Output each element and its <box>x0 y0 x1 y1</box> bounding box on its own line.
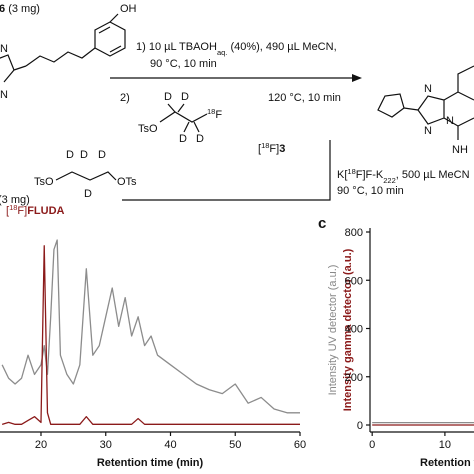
atom: TsO <box>34 176 54 188</box>
atom: N <box>0 89 8 101</box>
atom: OTs <box>117 176 137 188</box>
atom: D <box>196 133 204 145</box>
atom: D <box>98 149 106 161</box>
atom: D <box>179 133 187 145</box>
step-label: 2) <box>120 92 130 104</box>
condition-text: 120 °C, 10 min <box>268 92 341 104</box>
condition-text: 90 °C, 10 min <box>150 58 217 70</box>
isotope: 18 <box>261 141 269 150</box>
precursor-structure: 6 (3 mg) OH N N <box>0 3 137 101</box>
x-tick-label: 50 <box>229 439 241 451</box>
x-tick-label: 0 <box>369 439 375 451</box>
x-axis-title: Retention time (min) <box>420 457 474 469</box>
compound-label: 6 (3 mg) <box>0 3 40 15</box>
panel-label: c <box>318 215 326 232</box>
atom: N <box>424 83 432 95</box>
x-tick-label: 10 <box>439 439 451 451</box>
atom: D <box>80 149 88 161</box>
atom: D <box>181 91 189 103</box>
condition-text: 1) 10 µL TBAOHaq. (40%), 490 µL MeCN, <box>136 41 337 57</box>
bracket: [ <box>6 205 9 217</box>
synthon-structure: (3 mg) TsO D D D D OTs <box>0 149 137 206</box>
series-line <box>1 245 300 425</box>
product-structure: N N N NH <box>377 65 474 156</box>
atom: 18F <box>207 107 222 122</box>
y-tick-label: 800 <box>345 227 363 239</box>
condition-text: K[18F]F-K222, 500 µL MeCN <box>337 167 470 185</box>
x-tick-label: 40 <box>164 439 176 451</box>
x-axis-title: Retention time (min) <box>97 457 204 469</box>
compound-number: 6 <box>0 3 5 15</box>
atom: N <box>424 125 432 137</box>
atom: D <box>66 149 74 161</box>
isotope: 18 <box>9 203 17 212</box>
condition-subscript: aq. <box>217 48 227 57</box>
atom: D <box>84 188 92 200</box>
reaction-line <box>122 140 331 201</box>
compound-name: FLUDA <box>27 205 64 217</box>
y-tick-label: 0 <box>357 420 363 432</box>
compound-ref: [18F]3 <box>258 141 285 156</box>
y-tick-label: 600 <box>345 275 363 287</box>
condition-subscript: 222 <box>383 176 396 185</box>
atom: NH <box>452 144 468 156</box>
atom: N <box>446 115 454 127</box>
bracket: [ <box>258 143 261 155</box>
x-tick-label: 20 <box>35 439 47 451</box>
arrow-head <box>352 74 362 82</box>
y-tick-label: 200 <box>345 372 363 384</box>
y-axis-title: Intensity gamma detector (a.u.) <box>342 248 354 411</box>
y-axis-title: Intensity UV detector (a.u.) <box>327 265 339 396</box>
element: F <box>215 109 222 121</box>
isotope: 18 <box>207 107 215 116</box>
reagent-2: 2) TsO D D D D 18F [18F]3 120 °C, 10 min <box>120 91 341 155</box>
condition-part: , 500 µL MeCN <box>396 169 470 181</box>
condition-part: F]F-K <box>356 169 384 181</box>
peak-annotation: [18F]FLUDA <box>6 203 65 218</box>
compound-number: 3 <box>279 143 285 155</box>
element: F] <box>17 205 27 217</box>
compound-amount: (3 mg) <box>0 194 30 206</box>
x-tick-label: 30 <box>100 439 112 451</box>
atom: N <box>0 43 8 55</box>
compound-amount: (3 mg) <box>8 3 40 15</box>
x-tick-label: 60 <box>294 439 306 451</box>
atom: TsO <box>138 123 158 135</box>
isotope: 18 <box>347 167 355 176</box>
condition-text: 90 °C, 10 min <box>337 185 404 197</box>
atom: D <box>164 91 172 103</box>
atom: OH <box>120 3 137 15</box>
condition-part: (40%), 490 µL MeCN, <box>230 41 336 53</box>
element: F] <box>269 143 279 155</box>
condition-part: K[ <box>337 169 347 181</box>
y-tick-label: 400 <box>345 324 363 336</box>
condition-part: 1) 10 µL TBAOH <box>136 41 217 53</box>
